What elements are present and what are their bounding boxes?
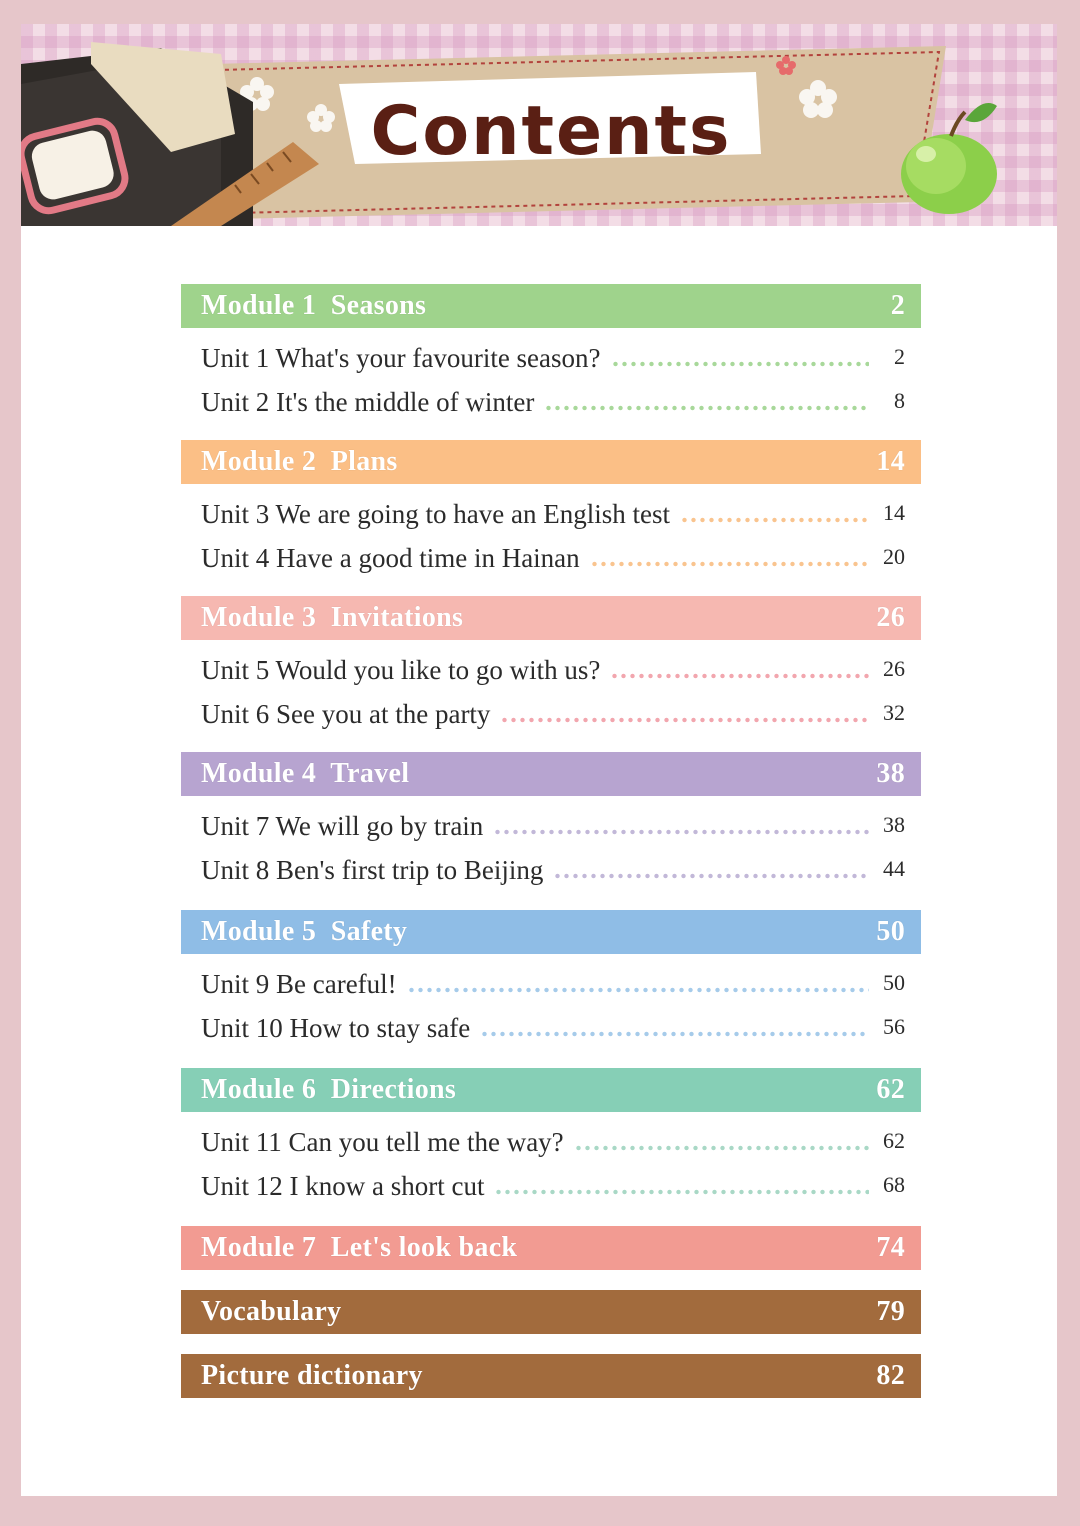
ruler-icon — [171, 142, 319, 226]
unit-7-entry[interactable]: Unit 7 We will go by train 38 — [201, 808, 905, 842]
title-label — [339, 72, 761, 164]
dot-leader — [610, 359, 869, 369]
module-page: 38 — [876, 758, 905, 789]
unit-9-entry[interactable]: Unit 9 Be careful! 50 — [201, 966, 905, 1000]
unit-page: 68 — [883, 1172, 905, 1197]
unit-page: 32 — [883, 700, 905, 725]
unit-12-entry[interactable]: Unit 12 I know a short cut 68 — [201, 1168, 905, 1202]
unit-title: Unit 4 Have a good time in Hainan — [201, 543, 580, 573]
unit-page: 62 — [883, 1128, 905, 1153]
unit-title: Unit 3 We are going to have an English t… — [201, 499, 670, 529]
module-2-header[interactable]: Module 2 Plans 14 — [181, 440, 921, 484]
unit-page: 38 — [883, 812, 905, 837]
unit-title: Unit 2 It's the middle of winter — [201, 387, 535, 417]
unit-title: Unit 7 We will go by train — [201, 811, 484, 841]
unit-8-entry[interactable]: Unit 8 Ben's first trip to Beijing 44 — [201, 852, 905, 886]
unit-page: 50 — [883, 970, 905, 995]
unit-page: 56 — [883, 1014, 905, 1039]
apple-icon — [901, 103, 997, 214]
module-page: 62 — [876, 1074, 905, 1105]
unit-title: Unit 10 How to stay safe — [201, 1013, 471, 1043]
small-flower-icon — [776, 56, 796, 75]
unit-3-entry[interactable]: Unit 3 We are going to have an English t… — [201, 496, 905, 530]
unit-page: 14 — [883, 500, 905, 525]
module-5-header[interactable]: Module 5 Safety 50 — [181, 910, 921, 954]
module-title: Module 4 Travel — [201, 758, 410, 789]
module-6-header[interactable]: Module 6 Directions 62 — [181, 1068, 921, 1112]
page-title: Contents — [370, 92, 732, 171]
unit-page: 44 — [883, 856, 905, 881]
module-page: 74 — [876, 1232, 905, 1263]
section-title: Vocabulary — [201, 1296, 342, 1327]
contents-page: Contents Module 1 Seasons 2 Unit 1 What'… — [21, 24, 1057, 1496]
dot-leader — [573, 1143, 869, 1153]
dot-leader — [494, 1187, 869, 1197]
dot-leader — [480, 1029, 869, 1039]
unit-title: Unit 8 Ben's first trip to Beijing — [201, 855, 544, 885]
dot-leader — [610, 671, 869, 681]
dot-leader — [493, 827, 869, 837]
unit-title: Unit 11 Can you tell me the way? — [201, 1127, 564, 1157]
unit-10-entry[interactable]: Unit 10 How to stay safe 56 — [201, 1010, 905, 1044]
module-page: 26 — [876, 602, 905, 633]
dot-leader — [500, 715, 869, 725]
picture-dictionary-header[interactable]: Picture dictionary 82 — [181, 1354, 921, 1398]
dot-leader — [553, 871, 869, 881]
vocabulary-header[interactable]: Vocabulary 79 — [181, 1290, 921, 1334]
section-page: 82 — [876, 1360, 905, 1391]
banner-artwork — [21, 42, 997, 226]
folder-icon — [21, 42, 253, 226]
module-title: Module 2 Plans — [201, 446, 398, 477]
dot-leader — [589, 559, 869, 569]
unit-title: Unit 9 Be careful! — [201, 969, 397, 999]
section-page: 79 — [876, 1296, 905, 1327]
module-title: Module 5 Safety — [201, 916, 408, 947]
module-title: Module 6 Directions — [201, 1074, 457, 1105]
section-title: Picture dictionary — [201, 1360, 423, 1391]
dot-leader — [544, 403, 869, 413]
module-title: Module 7 Let's look back — [201, 1232, 518, 1263]
unit-1-entry[interactable]: Unit 1 What's your favourite season? 2 — [201, 340, 905, 374]
dot-leader — [406, 985, 869, 995]
unit-title: Unit 5 Would you like to go with us? — [201, 655, 601, 685]
module-4-header[interactable]: Module 4 Travel 38 — [181, 752, 921, 796]
unit-11-entry[interactable]: Unit 11 Can you tell me the way? 62 — [201, 1124, 905, 1158]
unit-5-entry[interactable]: Unit 5 Would you like to go with us? 26 — [201, 652, 905, 686]
unit-page: 8 — [894, 388, 905, 413]
module-page: 50 — [876, 916, 905, 947]
unit-4-entry[interactable]: Unit 4 Have a good time in Hainan 20 — [201, 540, 905, 574]
module-title: Module 3 Invitations — [201, 602, 464, 633]
flower-icon — [240, 77, 837, 132]
module-7-header[interactable]: Module 7 Let's look back 74 — [181, 1226, 921, 1270]
dot-leader — [679, 515, 869, 525]
module-title: Module 1 Seasons — [201, 290, 427, 321]
module-1-header[interactable]: Module 1 Seasons 2 — [181, 284, 921, 328]
module-page: 14 — [876, 446, 905, 477]
unit-page: 20 — [883, 544, 905, 569]
module-page: 2 — [890, 290, 905, 321]
unit-title: Unit 6 See you at the party — [201, 699, 491, 729]
header-banner: Contents — [21, 24, 1057, 226]
module-3-header[interactable]: Module 3 Invitations 26 — [181, 596, 921, 640]
unit-6-entry[interactable]: Unit 6 See you at the party 32 — [201, 696, 905, 730]
unit-title: Unit 12 I know a short cut — [201, 1171, 485, 1201]
unit-title: Unit 1 What's your favourite season? — [201, 343, 601, 373]
unit-page: 2 — [894, 344, 905, 369]
unit-2-entry[interactable]: Unit 2 It's the middle of winter 8 — [201, 384, 905, 418]
unit-page: 26 — [883, 656, 905, 681]
